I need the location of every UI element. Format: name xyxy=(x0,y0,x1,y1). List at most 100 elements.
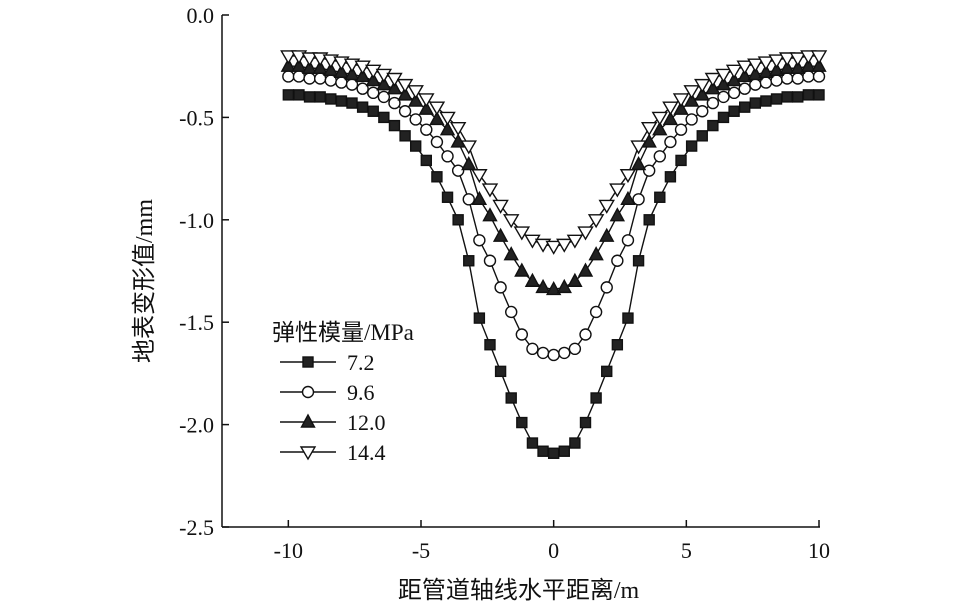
series-4-point xyxy=(301,52,318,67)
series-1-point xyxy=(282,89,295,101)
series-3-point xyxy=(397,86,413,101)
series-1-point xyxy=(409,140,422,152)
series-3-point xyxy=(312,59,328,74)
y-tick-label: -2.5 xyxy=(179,515,214,540)
series-2-point xyxy=(558,346,571,360)
series-1-point xyxy=(516,416,528,429)
x-tick-label: -5 xyxy=(412,538,430,563)
x-tick-label: 0 xyxy=(548,538,559,563)
y-tick-label: 0.0 xyxy=(187,3,215,28)
series-4-point xyxy=(299,446,317,461)
legend-item: 14.4 xyxy=(280,440,386,465)
series-1-point xyxy=(441,191,454,203)
series-1-point xyxy=(781,91,793,103)
series-2-point xyxy=(505,305,518,319)
series-3-point xyxy=(652,121,668,136)
series-3-point xyxy=(429,110,445,126)
series-3-point xyxy=(545,280,562,296)
series-1-point xyxy=(792,91,804,103)
series-2-point xyxy=(301,385,315,399)
series-1-point xyxy=(813,89,825,101)
series-3-line xyxy=(288,65,819,291)
series-3-point xyxy=(758,63,774,79)
series-1-point xyxy=(696,130,708,142)
series-3-point xyxy=(737,67,753,83)
series-2-point xyxy=(642,164,656,177)
x-tick-label: -10 xyxy=(274,538,303,563)
series-2-point xyxy=(579,328,592,341)
series-1-point xyxy=(526,437,539,449)
series-4-point xyxy=(428,101,446,116)
series-1-point xyxy=(707,119,719,132)
series-1-point xyxy=(611,339,624,351)
series-4-point xyxy=(365,64,382,79)
series-4-point xyxy=(704,72,722,87)
series-2-point xyxy=(430,135,444,149)
series-4-point xyxy=(768,54,785,69)
series-4-point xyxy=(502,214,520,229)
series-4-point xyxy=(810,50,828,65)
series-3-point xyxy=(333,63,350,79)
series-3-point xyxy=(790,59,806,74)
series-3-point xyxy=(408,92,424,107)
series-4-point xyxy=(407,85,424,100)
legend-label: 12.0 xyxy=(347,410,386,435)
y-tick-label: -1.5 xyxy=(179,310,214,335)
series-2-point xyxy=(398,105,412,118)
series-1-point xyxy=(749,97,762,109)
series-1-point xyxy=(643,214,655,226)
series-3-point xyxy=(673,100,689,115)
series-4-point xyxy=(545,240,562,255)
series-2-point xyxy=(589,305,603,319)
series-3-point xyxy=(577,262,594,277)
series-1-point xyxy=(303,91,316,103)
series-3-point xyxy=(354,67,371,83)
series-4-point xyxy=(662,101,679,116)
series-2-point xyxy=(738,82,751,95)
series-4-point xyxy=(640,121,658,137)
y-tick-label: -1.0 xyxy=(179,208,214,233)
series-3-point xyxy=(482,207,498,222)
series-4-point xyxy=(513,226,531,241)
series-1-point xyxy=(367,105,379,117)
series-1-point xyxy=(547,447,560,459)
series-4-point xyxy=(524,234,541,249)
series-1-point xyxy=(314,91,326,103)
series-2-point xyxy=(388,96,401,110)
series-4-point xyxy=(280,50,297,65)
axes xyxy=(221,15,820,528)
series-1-point xyxy=(452,214,464,226)
series-2-point xyxy=(462,193,475,206)
legend-title: 弹性模量/MPa xyxy=(272,320,414,345)
series-4-point xyxy=(736,60,753,75)
series-1-point xyxy=(494,365,507,378)
series-4-point xyxy=(683,85,700,100)
x-tick-label: 10 xyxy=(808,538,830,563)
series-1-point xyxy=(378,111,390,124)
series-2-point xyxy=(685,113,698,126)
series-2-point xyxy=(526,342,539,356)
series-3-point xyxy=(418,100,434,115)
series-1-point xyxy=(579,416,592,429)
series-2-point xyxy=(717,90,730,104)
series-1-point xyxy=(302,356,314,368)
series-4-point xyxy=(354,60,371,75)
series-2-point xyxy=(441,150,454,163)
series-3-point xyxy=(291,57,307,72)
legend-label: 14.4 xyxy=(347,440,386,465)
series-3-point xyxy=(492,227,509,242)
series-4-point xyxy=(672,93,690,108)
series-3-point xyxy=(588,246,604,261)
series-2-point xyxy=(611,254,624,267)
series-2-point xyxy=(621,234,635,247)
series-3-point xyxy=(768,61,785,76)
series-3-point xyxy=(503,246,519,261)
series-4-point xyxy=(789,52,806,67)
series-1-point xyxy=(420,154,433,167)
legend: 弹性模量/MPa 7.2 9.6 12.0 14.4 xyxy=(272,320,414,465)
x-axis-label: 距管道轴线水平距离/m xyxy=(398,577,640,604)
legend-label: 9.6 xyxy=(347,380,375,405)
series-1-point xyxy=(590,392,602,404)
